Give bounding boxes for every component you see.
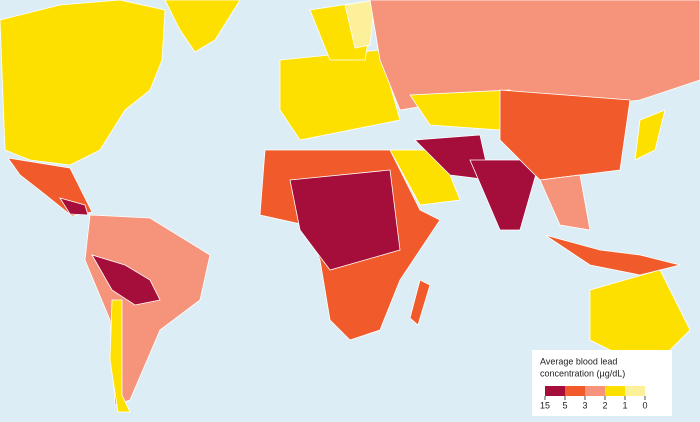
legend-title: Average blood lead <box>540 356 617 366</box>
chile <box>109 299 131 413</box>
legend-title: concentration (µg/dL) <box>540 368 625 378</box>
legend-swatch <box>565 386 585 396</box>
legend-tick-label: 2 <box>602 400 607 410</box>
countries <box>0 0 700 413</box>
legend-tick-label: 15 <box>540 400 550 410</box>
indonesia <box>544 234 681 276</box>
india <box>469 159 541 231</box>
peru-bolivia <box>91 254 161 306</box>
southeast-asia <box>539 174 591 231</box>
greenland <box>164 0 241 53</box>
north-america <box>0 0 166 166</box>
central-america <box>59 197 89 216</box>
finland <box>344 0 376 49</box>
madagascar <box>409 279 431 326</box>
legend-tick-label: 5 <box>562 400 567 410</box>
japan <box>634 109 666 161</box>
legend-swatch <box>625 386 645 396</box>
legend: Average blood lead concentration (µg/dL)… <box>532 350 672 416</box>
central-africa <box>289 169 401 271</box>
legend-tick-label: 1 <box>622 400 627 410</box>
legend-swatch <box>545 386 565 396</box>
legend-tick-label: 0 <box>642 400 647 410</box>
legend-swatch <box>605 386 625 396</box>
legend-swatch <box>585 386 605 396</box>
legend-box <box>532 350 672 416</box>
legend-tick-label: 3 <box>582 400 587 410</box>
